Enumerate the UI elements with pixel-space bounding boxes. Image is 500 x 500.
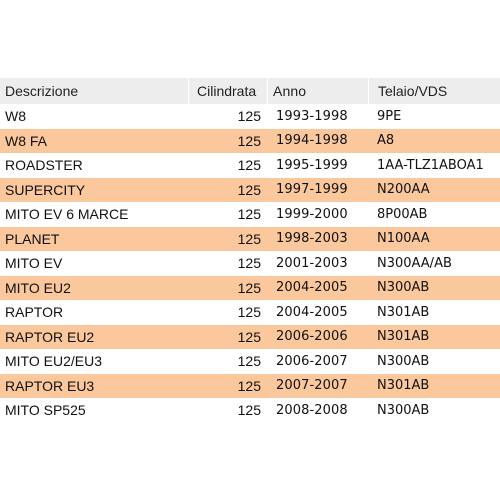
cell-anno: 2001-2003: [276, 255, 348, 271]
cell-anno: 2004-2005: [276, 280, 348, 296]
cell-cilindrata: 125: [237, 304, 261, 321]
cell-anno: 1993-1998: [276, 108, 348, 124]
cell-anno: 1994-1998: [276, 133, 348, 149]
cell-anno: 2008-2008: [276, 402, 348, 418]
cell-anno: 1997-1999: [276, 182, 348, 198]
cell-cilindrata: 125: [237, 132, 261, 149]
cell-descrizione: RAPTOR: [5, 304, 64, 321]
cell-telaio: 1AA-TLZ1ABOA1: [377, 157, 484, 173]
cell-telaio: N300AB: [377, 280, 430, 296]
table-row[interactable]: W8 125 1993-1998 9PE: [0, 104, 500, 129]
cell-descrizione: MITO SP525: [5, 402, 86, 419]
table-row[interactable]: MITO EV 125 2001-2003 N300AA/AB: [0, 251, 500, 276]
cell-anno: 1999-2000: [276, 206, 348, 222]
table-row[interactable]: MITO SP525 125 2008-2008 N300AB: [0, 398, 500, 423]
cell-descrizione: W8 FA: [5, 132, 48, 149]
cell-descrizione: MITO EV 6 MARCE: [5, 206, 129, 223]
cell-cilindrata: 125: [237, 377, 261, 394]
table-row[interactable]: MITO EU2 125 2004-2005 N300AB: [0, 275, 500, 300]
cell-descrizione: MITO EU2/EU3: [5, 353, 102, 370]
table-row[interactable]: MITO EV 6 MARCE 125 1999-2000 8P00AB: [0, 202, 500, 227]
cell-anno: 1995-1999: [276, 157, 348, 173]
cell-anno: 2006-2006: [276, 329, 348, 345]
cell-cilindrata: 125: [237, 328, 261, 345]
header-cilindrata[interactable]: Cilindrata: [188, 78, 267, 104]
cell-descrizione: SUPERCITY: [5, 181, 86, 198]
header-descrizione[interactable]: Descrizione: [5, 83, 79, 99]
cell-cilindrata: 125: [237, 206, 261, 223]
cell-anno: 2004-2005: [276, 304, 348, 320]
cell-descrizione: ROADSTER: [5, 157, 83, 174]
cell-cilindrata: 125: [237, 255, 261, 272]
cell-anno: 1998-2003: [276, 231, 348, 247]
cell-telaio: N300AB: [377, 402, 430, 418]
cell-cilindrata: 125: [237, 402, 261, 419]
table-row[interactable]: ROADSTER 125 1995-1999 1AA-TLZ1ABOA1: [0, 153, 500, 178]
table-row[interactable]: SUPERCITY 125 1997-1999 N200AA: [0, 177, 500, 202]
cell-anno: 2007-2007: [276, 378, 348, 394]
cell-cilindrata: 125: [237, 108, 261, 125]
cell-telaio: N301AB: [377, 329, 430, 345]
header-telaio[interactable]: Telaio/VDS: [368, 78, 500, 104]
cell-telaio: 9PE: [377, 108, 402, 124]
cell-telaio: N301AB: [377, 378, 430, 394]
cell-telaio: N100AA: [377, 231, 430, 247]
cell-cilindrata: 125: [237, 279, 261, 296]
table-row[interactable]: RAPTOR EU3 125 2007-2007 N301AB: [0, 373, 500, 398]
cell-descrizione: MITO EU2: [5, 279, 71, 296]
cell-telaio: 8P00AB: [377, 206, 428, 222]
table-header: Descrizione Cilindrata Anno Telaio/VDS: [0, 78, 500, 104]
header-anno[interactable]: Anno: [267, 78, 368, 104]
cell-telaio: N300AA/AB: [377, 255, 452, 271]
table-row[interactable]: RAPTOR EU2 125 2006-2006 N301AB: [0, 324, 500, 349]
table-row[interactable]: W8 FA 125 1994-1998 A8: [0, 128, 500, 153]
cell-telaio: N301AB: [377, 304, 430, 320]
table-body: W8 125 1993-1998 9PE W8 FA 125 1994-1998 A8 ROAD…: [0, 104, 500, 423]
table-row[interactable]: MITO EU2/EU3 125 2006-2007 N300AB: [0, 349, 500, 374]
cell-cilindrata: 125: [237, 230, 261, 247]
table-row[interactable]: PLANET 125 1998-2003 N100AA: [0, 226, 500, 251]
cell-telaio: A8: [377, 133, 395, 149]
cell-descrizione: MITO EV: [5, 255, 63, 272]
cell-telaio: N200AA: [377, 182, 430, 198]
cell-descrizione: RAPTOR EU3: [5, 377, 95, 394]
cell-anno: 2006-2007: [276, 353, 348, 369]
cell-descrizione: RAPTOR EU2: [5, 328, 95, 345]
cell-telaio: N300AB: [377, 353, 430, 369]
table-row[interactable]: RAPTOR 125 2004-2005 N301AB: [0, 300, 500, 325]
cell-cilindrata: 125: [237, 157, 261, 174]
cell-descrizione: W8: [5, 108, 26, 125]
models-table: Descrizione Cilindrata Anno Telaio/VDS W…: [0, 78, 500, 423]
cell-cilindrata: 125: [237, 353, 261, 370]
cell-cilindrata: 125: [237, 181, 261, 198]
cell-descrizione: PLANET: [5, 230, 60, 247]
